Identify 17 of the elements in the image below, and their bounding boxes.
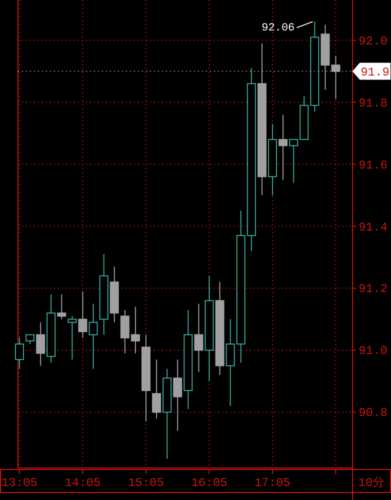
- x-tick-label: 14:05: [64, 476, 101, 490]
- ref-line: 91.9: [18, 62, 390, 80]
- y-tick-label: 91.4: [358, 220, 388, 234]
- x-tick-label: 17:05: [254, 476, 290, 490]
- x-tick-label: 16:05: [191, 476, 228, 490]
- x-tick-label: 15:05: [128, 476, 164, 490]
- y-tick-label: 91.8: [358, 96, 388, 110]
- y-tick-label: 92.0: [358, 34, 388, 48]
- y-tick-label: 91.0: [358, 344, 388, 358]
- y-tick-label: 91.6: [358, 158, 388, 172]
- annotation: 92.06: [262, 21, 314, 35]
- annotation: 10分: [358, 476, 385, 490]
- y-tick-label: 91.2: [358, 282, 388, 296]
- ref-line-label: 91.9: [360, 65, 390, 80]
- x-tick-label: 13:05: [1, 476, 38, 490]
- y-tick-label: 90.8: [358, 406, 388, 420]
- annotation: 92.06: [262, 22, 295, 35]
